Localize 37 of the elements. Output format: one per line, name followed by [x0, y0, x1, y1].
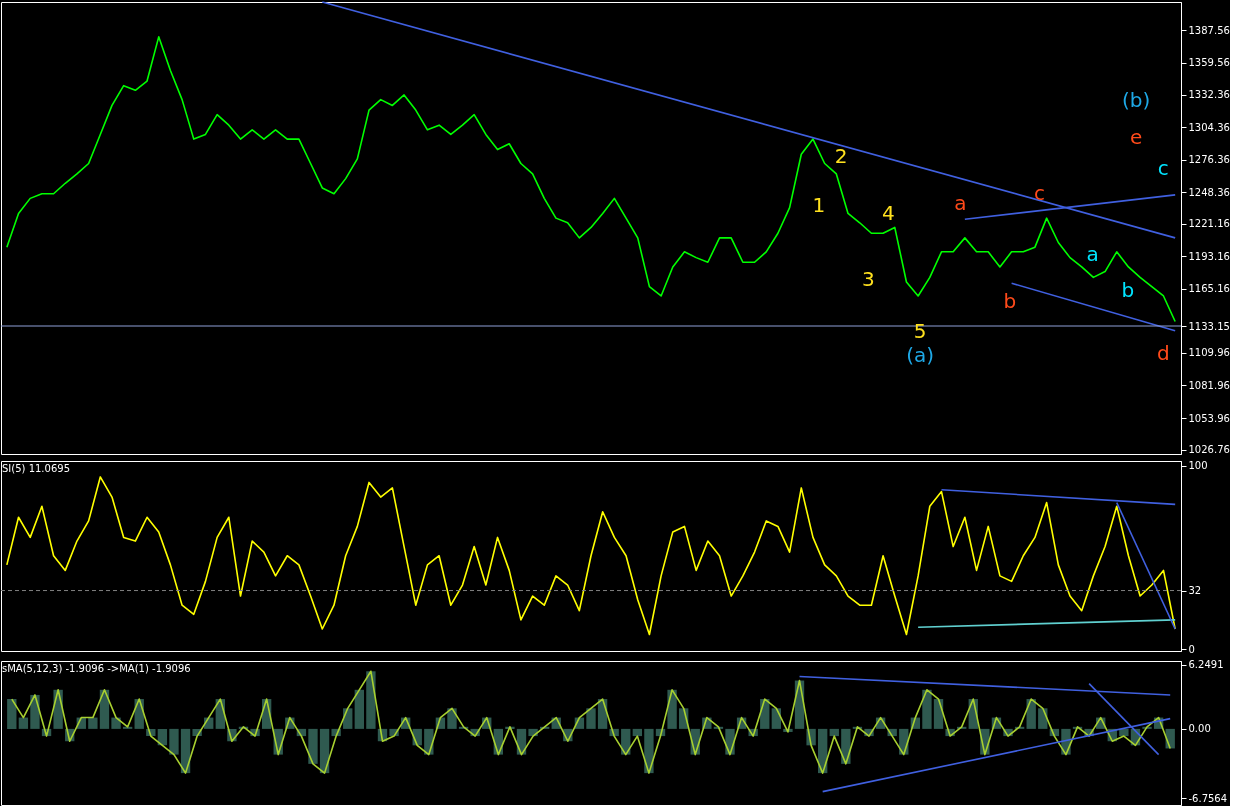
y-tick-label: 1221.16 [1188, 218, 1230, 230]
y-tick-label: 1276.36 [1188, 154, 1230, 166]
annotation: 1 [812, 193, 826, 218]
y-tick-label: 1359.56 [1188, 57, 1230, 69]
y-tick-label: 1026.76 [1188, 444, 1230, 456]
annotation: 3 [861, 266, 875, 291]
annotation: b [1121, 278, 1135, 303]
y-tick-label: 1387.56 [1188, 24, 1230, 36]
y-tick-label: 1304.36 [1188, 121, 1230, 133]
annotation: (b) [1122, 88, 1151, 113]
y-tick-label: 0 [1188, 643, 1195, 655]
annotation: c [1033, 180, 1045, 205]
y-tick-label: 100 [1188, 460, 1208, 472]
y-tick-label: 1133.15 [1188, 320, 1230, 332]
y-tick-label: 1248.36 [1188, 186, 1230, 198]
chart-title: sMA(5,12,3) -1.9096 ->MA(1) -1.9096 [2, 663, 191, 674]
y-tick-label: 0.00 [1188, 723, 1211, 735]
annotation: a [954, 191, 967, 216]
annotation: e [1130, 124, 1143, 149]
y-tick-label: 1053.96 [1188, 412, 1230, 424]
chart-title: SI(5) 11.0695 [2, 463, 70, 474]
y-tick-label: 1193.16 [1188, 250, 1230, 262]
annotation: a [1086, 242, 1099, 267]
annotation: c [1157, 156, 1169, 181]
y-tick-label: 1332.36 [1188, 89, 1230, 101]
annotation: 4 [881, 201, 895, 226]
y-tick-label: 1165.16 [1188, 283, 1230, 295]
y-tick-label: 6.2491 [1188, 659, 1224, 671]
annotation: (a) [906, 342, 935, 367]
annotation: b [1003, 288, 1017, 313]
y-tick-label: 1081.96 [1188, 379, 1230, 391]
y-tick-label: -6.7564 [1188, 792, 1228, 804]
annotation: 2 [834, 144, 848, 169]
y-tick-label: 1109.96 [1188, 347, 1230, 359]
y-tick-label: 32 [1188, 585, 1202, 597]
annotation: d [1156, 340, 1170, 365]
annotation: 5 [913, 318, 927, 343]
